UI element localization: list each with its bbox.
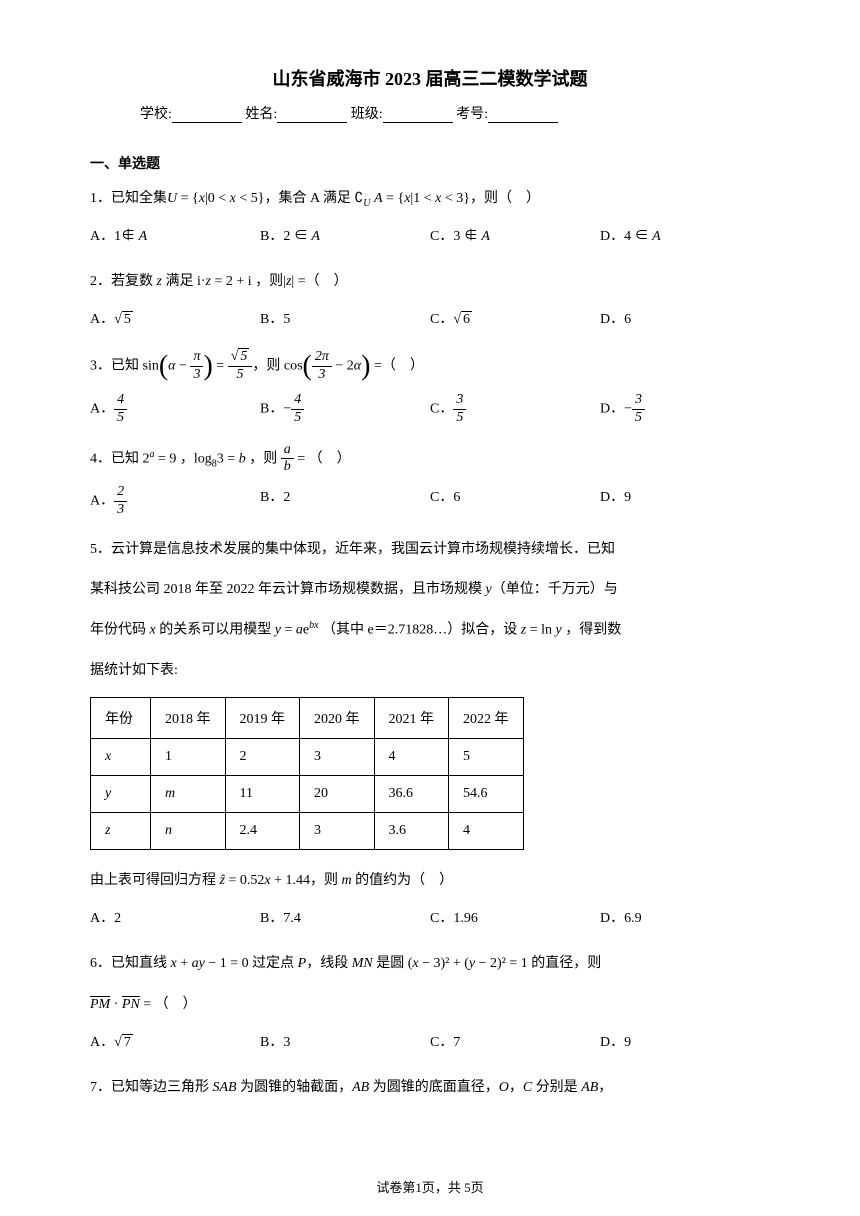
question-2: 2．若复数 z 满足 i·z = 2 + i ，则|z| =（ ） [90, 266, 770, 298]
table-cell: 3.6 [374, 813, 449, 850]
table-cell: 5 [449, 739, 524, 776]
table-cell: 11 [225, 776, 300, 813]
table-cell: z [91, 813, 151, 850]
q1-suffix: ，则（ ） [470, 191, 540, 206]
q1-options: A．1∉ A B．2 ∈ A C．3 ∉ A D．4 ∈ A [90, 223, 770, 251]
q6-options: A．√7 B．3 C．7 D．9 [90, 1029, 770, 1057]
q5-option-b: B．7.4 [260, 905, 430, 933]
q5-options: A．2 B．7.4 C．1.96 D．6.9 [90, 905, 770, 933]
q1-option-d: D．4 ∈ A [600, 223, 770, 251]
q3-option-b: B．−45 [260, 392, 430, 427]
table-cell: 3 [300, 739, 375, 776]
q3-option-a: A．45 [90, 392, 260, 427]
q5-option-a: A．2 [90, 905, 260, 933]
question-6-line1: 6．已知直线 x + ay − 1 = 0 过定点 P，线段 MN 是圆 (x … [90, 948, 770, 980]
question-3: 3．已知 sin(α − π3) = √55，则 cos(2π3 − 2α) =… [90, 349, 770, 384]
q3-options: A．45 B．−45 C．35 D．−35 [90, 392, 770, 427]
class-blank [383, 107, 453, 123]
q2-option-a: A．√5 [90, 306, 260, 334]
q6-option-a: A．√7 [90, 1029, 260, 1057]
table-cell: n [151, 813, 226, 850]
question-5-line1: 5．云计算是信息技术发展的集中体现，近年来，我国云计算市场规模持续增长．已知 [90, 534, 770, 566]
q3-suffix: =（ ） [370, 359, 423, 374]
q5-option-d: D．6.9 [600, 905, 770, 933]
question-5-line3: 年份代码 x 的关系可以用模型 y = aebx （其中 e＝2.71828…）… [90, 614, 770, 647]
q2-option-d: D．6 [600, 306, 770, 334]
table-cell: 4 [449, 813, 524, 850]
q1-option-a: A．1∉ A [90, 223, 260, 251]
q4-option-c: C．6 [430, 484, 600, 519]
q4-options: A．23 B．2 C．6 D．9 [90, 484, 770, 519]
q2-option-c: C．√6 [430, 306, 600, 334]
q6-option-c: C．7 [430, 1029, 600, 1057]
q6-option-d: D．9 [600, 1029, 770, 1057]
table-cell: 年份 [91, 698, 151, 739]
table-cell: 1 [151, 739, 226, 776]
table-cell: 20 [300, 776, 375, 813]
question-4: 4．已知 2a = 9 ，log83 = b ，则 ab = （ ） [90, 442, 770, 477]
table-cell: 36.6 [374, 776, 449, 813]
table-cell: 2.4 [225, 813, 300, 850]
question-1: 1．已知全集U = {x|0 < x < 5}，集合 A 满足 ∁U A = {… [90, 183, 770, 215]
school-blank [172, 107, 242, 123]
question-7: 7．已知等边三角形 SAB 为圆锥的轴截面，AB 为圆锥的底面直径，O，C 分别… [90, 1072, 770, 1104]
q1-mid: ，集合 A 满足 [265, 191, 351, 206]
table-row: y m 11 20 36.6 54.6 [91, 776, 524, 813]
school-label: 学校: [140, 107, 172, 122]
table-cell: 2021 年 [374, 698, 449, 739]
q6-option-b: B．3 [260, 1029, 430, 1057]
q2-options: A．√5 B．5 C．√6 D．6 [90, 306, 770, 334]
header-fields: 学校: 姓名: 班级: 考号: [90, 103, 770, 123]
table-cell: 3 [300, 813, 375, 850]
table-cell: m [151, 776, 226, 813]
table-cell: x [91, 739, 151, 776]
examno-blank [488, 107, 558, 123]
q5-option-c: C．1.96 [430, 905, 600, 933]
table-row: x 1 2 3 4 5 [91, 739, 524, 776]
table-cell: y [91, 776, 151, 813]
q3-option-c: C．35 [430, 392, 600, 427]
question-5-line4: 据统计如下表: [90, 655, 770, 687]
q1-option-c: C．3 ∉ A [430, 223, 600, 251]
page-title: 山东省威海市 2023 届高三二模数学试题 [90, 65, 770, 91]
q3-prefix: 3．已知 [90, 359, 139, 374]
q1-option-b: B．2 ∈ A [260, 223, 430, 251]
q4-option-b: B．2 [260, 484, 430, 519]
page-footer: 试卷第1页，共 5页 [0, 1177, 860, 1196]
table-cell: 2022 年 [449, 698, 524, 739]
table-cell: 2019 年 [225, 698, 300, 739]
question-5-regression: 由上表可得回归方程 ẑ = 0.52x + 1.44，则 m 的值约为（ ） [90, 865, 770, 897]
table-cell: 54.6 [449, 776, 524, 813]
examno-label: 考号: [456, 107, 488, 122]
q1-prefix: 1．已知全集 [90, 191, 167, 206]
table-cell: 2020 年 [300, 698, 375, 739]
class-label: 班级: [351, 107, 383, 122]
question-6-line2: PM · PN = （ ） [90, 989, 770, 1021]
table-row: z n 2.4 3 3.6 4 [91, 813, 524, 850]
table-cell: 2 [225, 739, 300, 776]
table-header-row: 年份 2018 年 2019 年 2020 年 2021 年 2022 年 [91, 698, 524, 739]
table-cell: 2018 年 [151, 698, 226, 739]
q3-mid: ，则 cos [252, 359, 302, 374]
question-5-line2: 某科技公司 2018 年至 2022 年云计算市场规模数据，且市场规模 y（单位… [90, 574, 770, 606]
section-header: 一、单选题 [90, 153, 770, 173]
data-table: 年份 2018 年 2019 年 2020 年 2021 年 2022 年 x … [90, 697, 524, 850]
q2-option-b: B．5 [260, 306, 430, 334]
table-cell: 4 [374, 739, 449, 776]
name-blank [277, 107, 347, 123]
q3-option-d: D．−35 [600, 392, 770, 427]
q4-option-a: A．23 [90, 484, 260, 519]
name-label: 姓名: [245, 107, 277, 122]
q4-option-d: D．9 [600, 484, 770, 519]
